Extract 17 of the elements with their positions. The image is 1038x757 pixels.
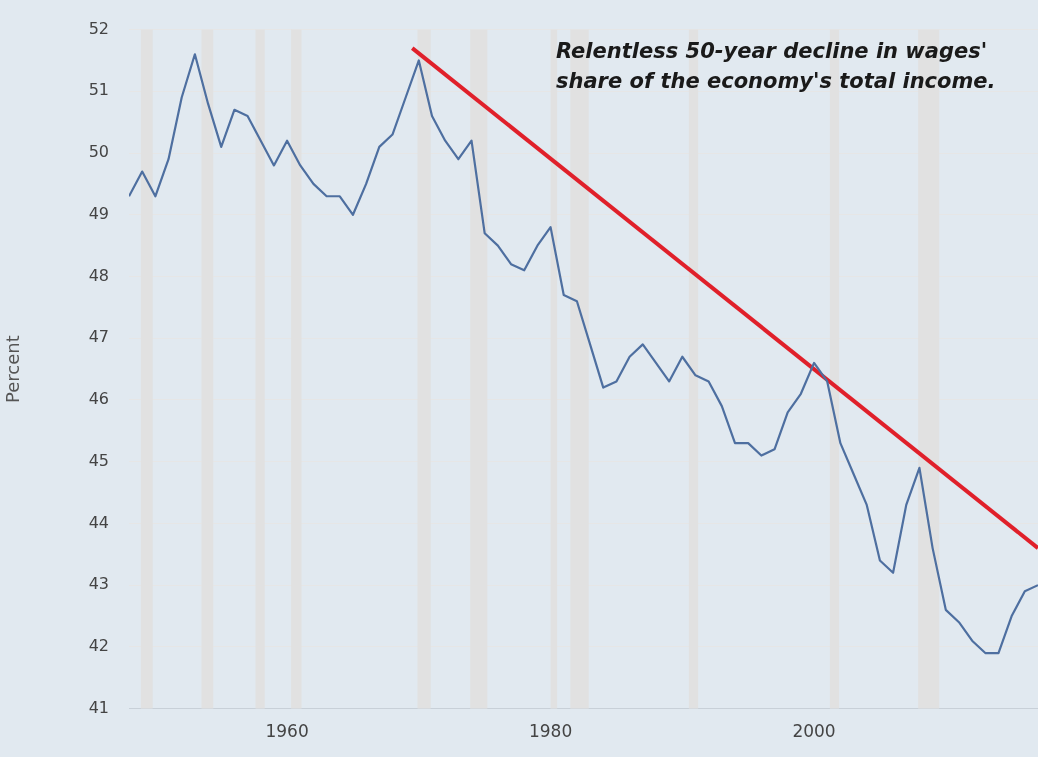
y-tick-label: 48	[88, 265, 109, 285]
x-tick-label: 1960	[265, 721, 309, 742]
x-tick-label: 2000	[792, 721, 836, 742]
y-tick-label: 46	[88, 389, 109, 409]
y-tick-label: 49	[88, 203, 109, 223]
y-tick-label: 51	[88, 80, 109, 100]
y-tick-label: 44	[88, 512, 109, 532]
y-axis-title: Percent	[2, 335, 24, 403]
y-tick-label: 45	[88, 450, 109, 470]
y-tick-label: 50	[88, 142, 109, 162]
y-tick-label: 42	[88, 636, 109, 656]
y-tick-label: 47	[88, 327, 109, 347]
y-tick-label: 43	[88, 574, 109, 594]
y-tick-label: 52	[88, 18, 109, 38]
x-tick-label: 1980	[528, 721, 573, 742]
y-tick-label: 41	[88, 697, 109, 717]
annotation: Relentless 50-year decline in wages' share of the economy's total income.	[556, 38, 996, 93]
